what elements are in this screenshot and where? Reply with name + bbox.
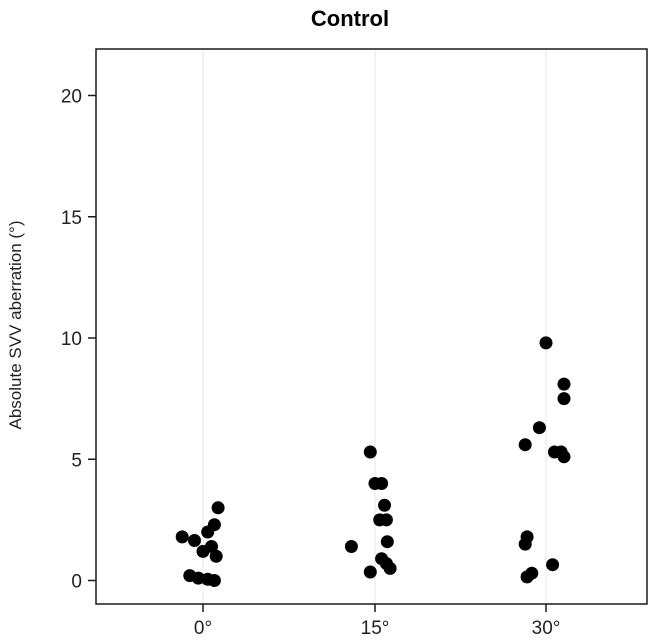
data-point bbox=[378, 498, 391, 512]
data-point bbox=[211, 501, 225, 515]
x-tick-label: 15° bbox=[361, 618, 390, 639]
data-point bbox=[207, 518, 221, 532]
x-tick-label: 0° bbox=[194, 618, 212, 639]
data-point bbox=[175, 530, 189, 544]
x-tick-label: 30° bbox=[532, 618, 561, 639]
y-axis-label: Absolute SVV aberration (°) bbox=[6, 220, 25, 429]
data-point bbox=[557, 450, 571, 464]
data-point bbox=[379, 513, 393, 527]
data-point bbox=[375, 477, 389, 490]
y-tick-label: 15 bbox=[61, 208, 82, 229]
data-point bbox=[383, 561, 397, 575]
data-point bbox=[557, 377, 571, 391]
data-point bbox=[188, 534, 201, 547]
data-point bbox=[518, 438, 532, 452]
y-tick-label: 0 bbox=[71, 572, 82, 593]
data-points bbox=[175, 336, 571, 587]
data-point bbox=[205, 540, 218, 553]
data-point bbox=[209, 549, 223, 563]
data-point bbox=[380, 535, 394, 549]
data-point bbox=[546, 558, 560, 572]
data-point bbox=[518, 537, 532, 551]
data-point bbox=[363, 445, 377, 459]
plot-frame bbox=[95, 48, 648, 605]
y-axis-ticks: 0 5 10 15 20 bbox=[61, 87, 96, 593]
data-point bbox=[344, 540, 358, 553]
x-axis-ticks: 0° 15° 30° bbox=[194, 604, 560, 639]
data-point bbox=[520, 570, 534, 584]
y-tick-label: 5 bbox=[71, 450, 82, 471]
data-point bbox=[363, 565, 377, 579]
y-tick-label: 20 bbox=[61, 87, 82, 108]
data-point bbox=[557, 392, 571, 406]
data-point bbox=[532, 421, 546, 435]
grid-lines bbox=[202, 49, 547, 604]
data-point bbox=[207, 574, 221, 587]
data-point bbox=[539, 336, 553, 350]
y-tick-label: 10 bbox=[61, 329, 82, 350]
chart-title: Control bbox=[311, 6, 389, 31]
